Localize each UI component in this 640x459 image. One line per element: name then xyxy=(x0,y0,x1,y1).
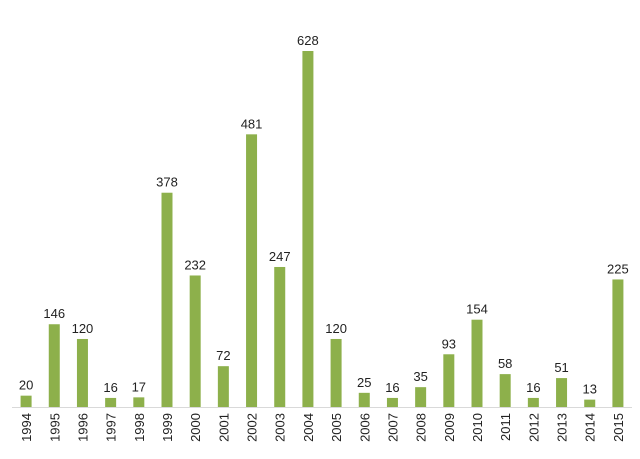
bar-2006 xyxy=(358,392,370,407)
data-label-2005: 120 xyxy=(325,321,347,336)
x-tick-labels-group: 1994 1995 1996 1997 1998 1999 2000 2001 2002 2003… xyxy=(19,413,626,442)
bar-1994 xyxy=(20,395,32,407)
bar-1995 xyxy=(48,324,60,407)
x-tick-label-2009: 2009 xyxy=(442,413,457,442)
x-tick-label-2007: 2007 xyxy=(385,413,400,442)
data-label-2014: 13 xyxy=(582,382,596,397)
bar-2014 xyxy=(584,399,596,407)
data-label-2004: 628 xyxy=(297,33,319,48)
x-tick-label-2010: 2010 xyxy=(470,413,485,442)
data-label-1998: 17 xyxy=(132,379,146,394)
data-label-2012: 16 xyxy=(526,380,540,395)
bars-group xyxy=(20,51,624,407)
x-tick-label-2014: 2014 xyxy=(583,413,598,442)
bar-2011 xyxy=(499,374,511,407)
x-tick-label-1997: 1997 xyxy=(104,413,119,442)
bar-2010 xyxy=(471,319,483,407)
data-label-2002: 481 xyxy=(241,116,263,131)
bar-2001 xyxy=(217,366,229,407)
bar-2008 xyxy=(415,387,427,407)
data-label-1994: 20 xyxy=(19,378,33,393)
x-tick-label-2004: 2004 xyxy=(301,413,316,442)
x-tick-label-2001: 2001 xyxy=(216,413,231,442)
data-label-2000: 232 xyxy=(184,257,206,272)
data-label-2009: 93 xyxy=(442,336,456,351)
data-label-1999: 378 xyxy=(156,175,178,190)
data-label-2003: 247 xyxy=(269,249,291,264)
x-tick-label-1995: 1995 xyxy=(47,413,62,442)
data-label-2006: 25 xyxy=(357,375,371,390)
x-tick-label-1994: 1994 xyxy=(19,413,34,442)
data-label-1995: 146 xyxy=(43,306,65,321)
data-label-2011: 58 xyxy=(498,356,512,371)
data-label-2010: 154 xyxy=(466,302,488,317)
x-tick-label-2006: 2006 xyxy=(357,413,372,442)
bar-2012 xyxy=(527,397,539,407)
x-tick-label-2000: 2000 xyxy=(188,413,203,442)
bar-2004 xyxy=(302,51,314,407)
bar-2013 xyxy=(556,378,568,407)
data-label-2007: 16 xyxy=(385,380,399,395)
x-tick-label-1999: 1999 xyxy=(160,413,175,442)
x-tick-label-2012: 2012 xyxy=(526,413,541,442)
bar-1996 xyxy=(76,338,88,407)
x-tick-label-2003: 2003 xyxy=(273,413,288,442)
data-label-2008: 35 xyxy=(413,369,427,384)
bar-1997 xyxy=(105,397,117,407)
x-tick-label-2015: 2015 xyxy=(611,413,626,442)
x-tick-label-2008: 2008 xyxy=(414,413,429,442)
data-label-1997: 16 xyxy=(103,380,117,395)
x-tick-label-2013: 2013 xyxy=(555,413,570,442)
x-tick-label-1996: 1996 xyxy=(75,413,90,442)
bar-1999 xyxy=(161,192,173,407)
data-label-2015: 225 xyxy=(607,261,629,276)
bar-2015 xyxy=(612,279,624,407)
x-tick-label-2002: 2002 xyxy=(245,413,260,442)
bar-2005 xyxy=(330,338,342,407)
bar-1998 xyxy=(133,397,145,407)
data-label-2001: 72 xyxy=(216,348,230,363)
data-labels-group: 20 146 120 16 17 378 232 72 481 247 628 120 25 16 35 93… xyxy=(19,33,629,397)
bar-2002 xyxy=(246,134,258,407)
x-tick-label-2005: 2005 xyxy=(329,413,344,442)
data-label-1996: 120 xyxy=(72,321,94,336)
bar-2003 xyxy=(274,266,286,407)
bar-2007 xyxy=(386,397,398,407)
x-tick-label-2011: 2011 xyxy=(498,413,513,441)
x-tick-label-1998: 1998 xyxy=(132,413,147,442)
data-label-2013: 51 xyxy=(554,360,568,375)
bar-2000 xyxy=(189,275,201,407)
bar-2009 xyxy=(443,354,455,407)
